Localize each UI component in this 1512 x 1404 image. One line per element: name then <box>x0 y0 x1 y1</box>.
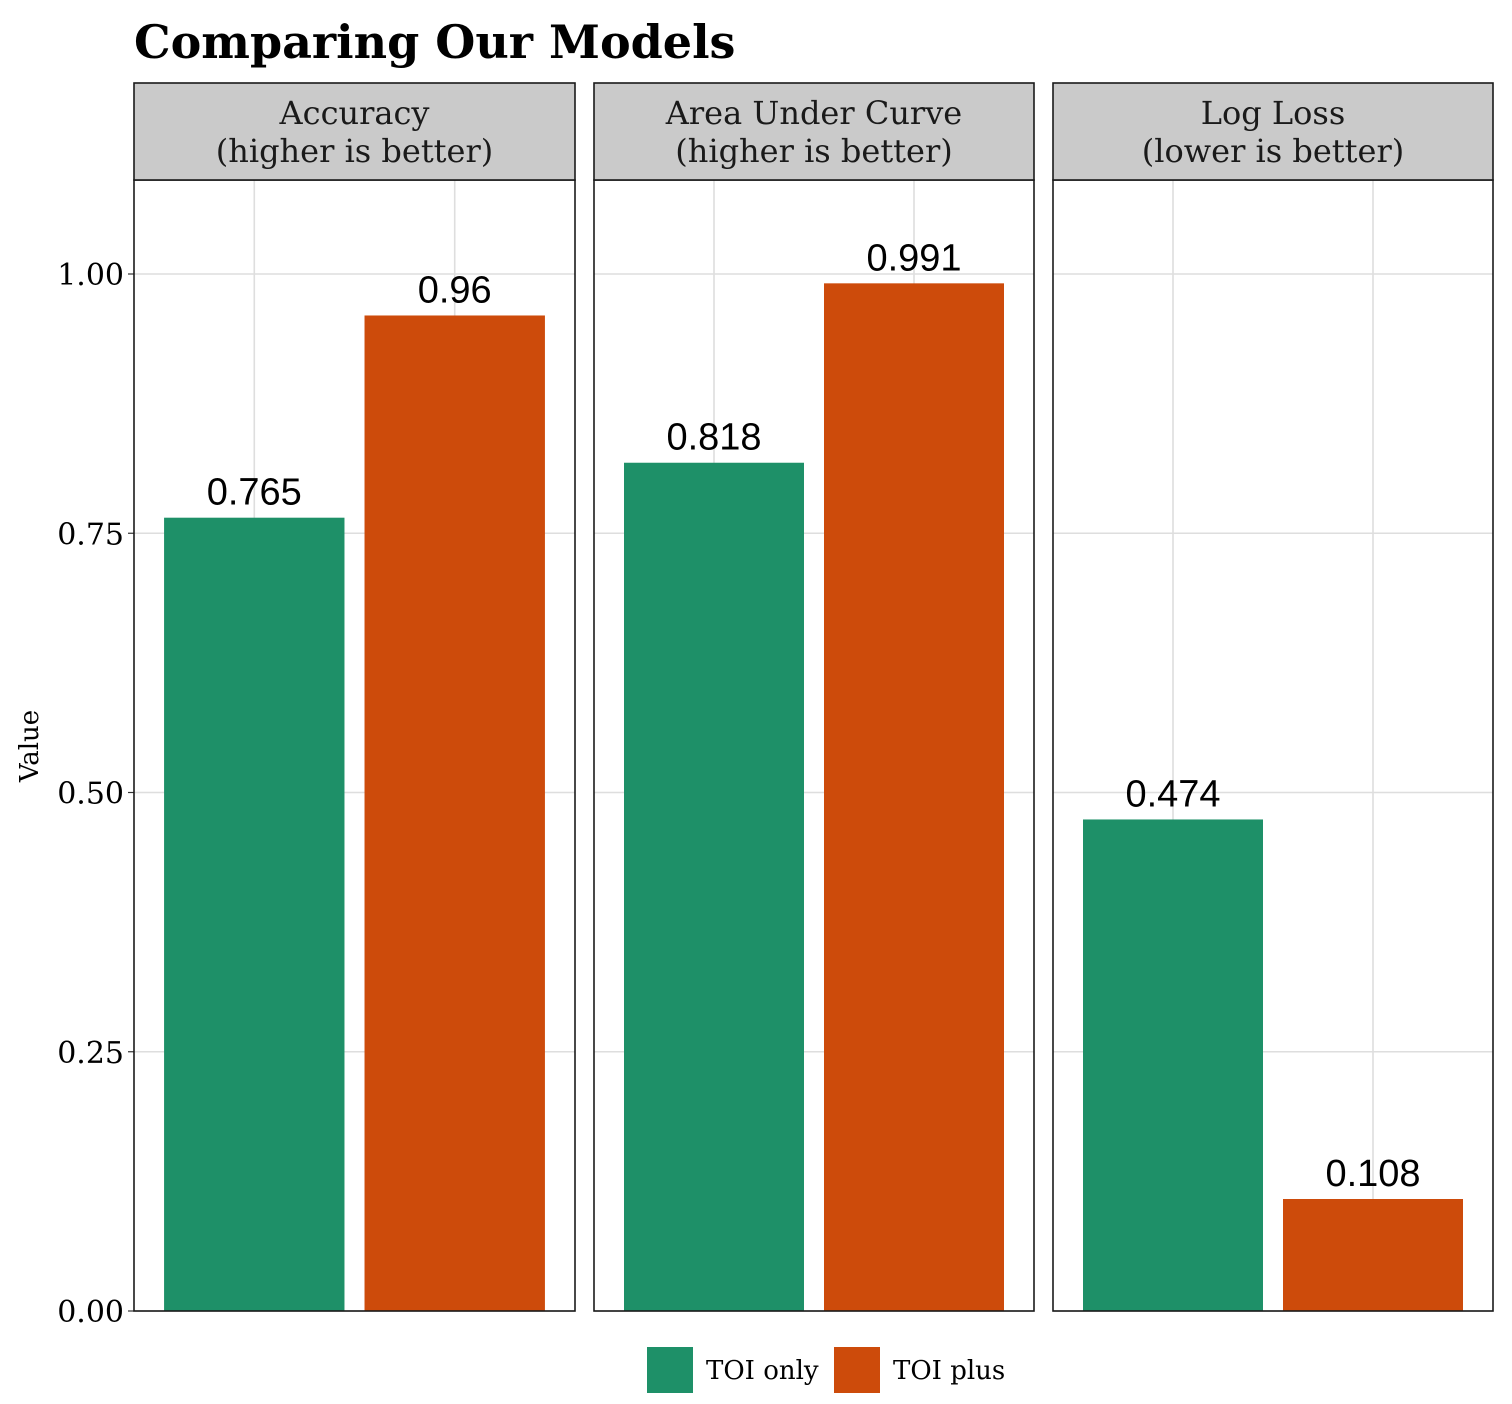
bar-value-label: 0.991 <box>866 237 961 279</box>
bar-value-label: 0.818 <box>666 417 761 459</box>
y-tick-label: 0.50 <box>57 777 124 812</box>
bar-toi-only <box>624 462 804 1311</box>
y-tick-label: 0.75 <box>57 517 124 552</box>
bar-value-label: 0.474 <box>1125 773 1220 815</box>
y-axis-label: Value <box>15 710 45 783</box>
facet-strip-label: (higher is better) <box>675 132 953 170</box>
legend-key <box>834 1347 880 1393</box>
facet-strip <box>133 82 576 181</box>
bar-toi-plus <box>824 283 1004 1311</box>
bar-value-label: 0.96 <box>418 269 492 311</box>
legend-label: TOI plus <box>893 1356 1005 1386</box>
facet-strip <box>1052 82 1494 181</box>
chart-title: Comparing Our Models <box>134 15 735 69</box>
bar-value-label: 0.108 <box>1325 1153 1420 1195</box>
facet-strip-label: Area Under Curve <box>665 94 962 132</box>
y-tick-label: 1.00 <box>57 258 124 293</box>
facet-strip-label: (lower is better) <box>1142 132 1404 170</box>
facet-strip-label: Accuracy <box>279 94 430 132</box>
facet-strip-label: Log Loss <box>1201 94 1346 132</box>
facet-strip-label: (higher is better) <box>216 132 494 170</box>
legend-key <box>647 1347 693 1393</box>
bar-toi-plus <box>1283 1199 1463 1311</box>
bar-value-label: 0.765 <box>207 472 302 514</box>
bar-toi-only <box>164 517 345 1311</box>
legend-label: TOI only <box>706 1356 819 1386</box>
y-tick-label: 0.00 <box>57 1295 124 1330</box>
bar-toi-only <box>1083 819 1263 1311</box>
bar-toi-plus <box>364 315 545 1312</box>
y-tick-label: 0.25 <box>57 1036 124 1071</box>
facet-strip <box>593 82 1035 181</box>
